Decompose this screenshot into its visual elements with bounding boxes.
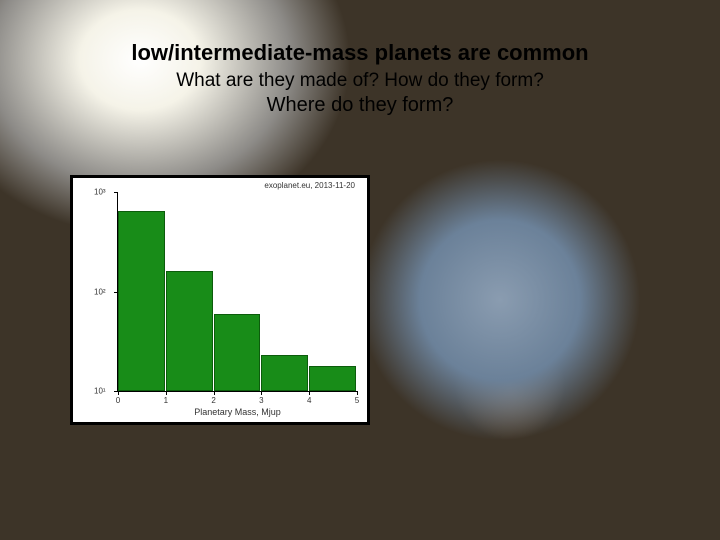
histogram-chart: exoplanet.eu, 2013-11-20 Count Planetary… [70,175,370,425]
bar-bin-1 [166,271,213,391]
ytick-mark [114,192,118,193]
xtick-label: 1 [164,396,168,405]
xtick-mark [214,391,215,395]
question-1: What are they made of? [176,70,379,91]
slide-subtitle-line1: What are they made of? How do they form? [0,70,720,92]
xtick-label: 2 [211,396,215,405]
xtick-mark [261,391,262,395]
ytick-mark [114,391,118,392]
title-block: low/intermediate-mass planets are common… [0,40,720,117]
bar-bin-2 [214,314,261,391]
ytick-label: 10³ [94,188,106,197]
chart-attribution: exoplanet.eu, 2013-11-20 [264,181,355,190]
slide-title: low/intermediate-mass planets are common [0,40,720,66]
ytick-label: 10² [94,287,106,296]
xtick-mark [309,391,310,395]
question-2: How do they form? [384,70,543,91]
xtick-label: 3 [259,396,263,405]
xtick-label: 0 [116,396,120,405]
xtick-mark [118,391,119,395]
xtick-label: 4 [307,396,311,405]
slide-subtitle-line2: Where do they form? [0,94,720,117]
x-axis-label: Planetary Mass, Mjup [194,407,281,417]
bar-bin-0 [118,211,165,391]
plot-area: exoplanet.eu, 2013-11-20 Count Planetary… [117,192,357,392]
xtick-mark [357,391,358,395]
bar-bin-3 [261,355,308,391]
xtick-mark [166,391,167,395]
ytick-mark [114,292,118,293]
bars-container: 01234510¹10²10³ [118,192,357,391]
ytick-label: 10¹ [94,387,106,396]
bar-bin-4 [309,366,356,391]
xtick-label: 5 [355,396,359,405]
